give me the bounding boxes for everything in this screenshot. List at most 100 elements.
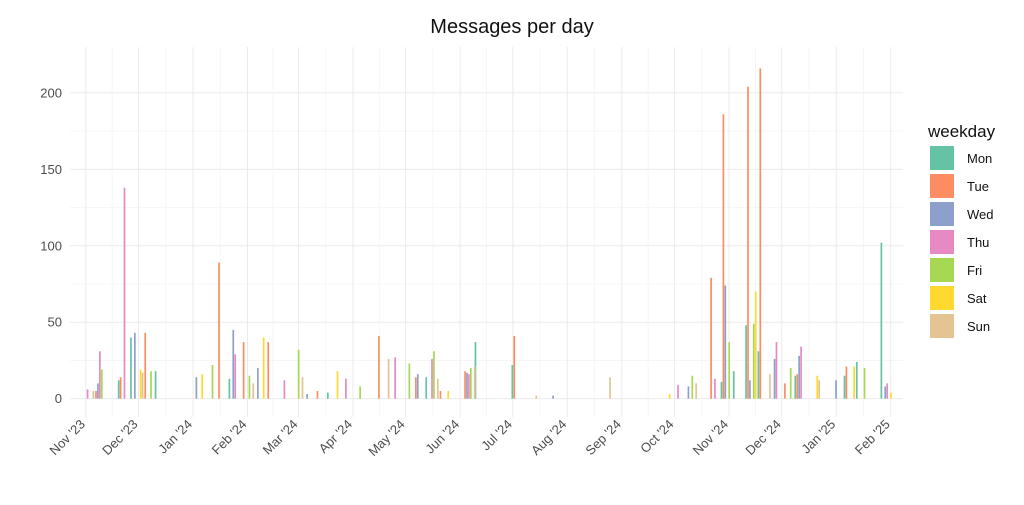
bar-thu: [775, 342, 778, 399]
bar-thu: [123, 187, 126, 399]
bar-wed: [257, 368, 259, 399]
x-tick-label: Apr '24: [316, 417, 355, 456]
bar-tue: [710, 277, 712, 399]
bar-wed: [835, 380, 837, 399]
bar-tue: [784, 383, 786, 399]
bar-tue: [722, 114, 725, 399]
bar-wed: [97, 383, 99, 399]
legend-key-sat: [930, 286, 954, 310]
bar-thu: [714, 378, 716, 399]
legend-label-tue: Tue: [967, 179, 989, 194]
bar-tue: [218, 262, 220, 399]
bar-thu: [394, 357, 396, 399]
bar-sun: [769, 374, 771, 399]
bar-sun: [301, 377, 304, 399]
x-tick-label: Jan '25: [798, 417, 838, 457]
legend: weekday Mon Tue Wed Thu Fri Sat Sun: [927, 122, 996, 338]
bar-sat: [139, 369, 142, 399]
bar-thu: [886, 383, 889, 399]
bar-sat: [816, 375, 819, 399]
bar-tue: [144, 332, 147, 399]
bar-wed: [416, 374, 419, 399]
chart-title: Messages per day: [430, 16, 593, 38]
bar-mon: [228, 378, 231, 399]
legend-label-wed: Wed: [967, 207, 994, 222]
bar-thu: [431, 358, 433, 399]
x-tick-label: Dec '24: [742, 417, 783, 458]
bar-tue: [316, 391, 319, 399]
x-tick-label: Jan '24: [155, 417, 195, 457]
bar-sun: [92, 391, 95, 399]
bar-tue: [513, 335, 516, 399]
x-tick-label: Dec '23: [99, 417, 140, 458]
bar-mon: [732, 371, 735, 399]
bar-fri: [248, 375, 251, 399]
bar-wed: [773, 358, 776, 399]
bar-tue: [796, 374, 799, 399]
bar-sun: [695, 383, 698, 399]
bar-wed: [306, 394, 308, 399]
bar-mon: [130, 337, 132, 399]
bar-mon: [843, 375, 846, 399]
y-tick-label: 50: [48, 315, 62, 330]
legend-label-fri: Fri: [967, 263, 982, 278]
bar-sat: [262, 337, 265, 399]
bar-tue: [759, 68, 762, 399]
bar-tue: [845, 366, 848, 399]
bar-sat: [336, 371, 339, 399]
bar-tue: [378, 335, 380, 399]
bar-tue: [95, 391, 97, 399]
bar-sun: [609, 377, 611, 399]
bar-tue: [747, 86, 749, 399]
bar-sun: [436, 378, 439, 399]
bar-wed: [687, 386, 690, 399]
bar-fri: [470, 368, 472, 399]
y-tick-label: 150: [40, 162, 62, 177]
bar-mon: [117, 380, 120, 399]
y-tick-label: 200: [40, 85, 62, 100]
x-tick-label: Feb '24: [209, 417, 250, 458]
bar-fri: [359, 386, 361, 399]
bar-wed: [466, 372, 468, 399]
x-tick-label: Oct '24: [637, 417, 676, 456]
y-tick-label: 0: [55, 391, 62, 406]
x-axis: Nov '23 Dec '23 Jan '24 Feb '24 Mar '24 Apr '…: [46, 417, 892, 460]
bar-tue: [415, 377, 417, 399]
bar-sat: [668, 394, 671, 399]
bar-tue: [464, 371, 466, 399]
bar-fri: [433, 351, 435, 399]
bar-mon: [511, 365, 514, 399]
bar-wed: [749, 380, 751, 399]
legend-label-sun: Sun: [967, 319, 990, 334]
x-tick-label: Mar '24: [260, 417, 301, 458]
bar-sun: [818, 380, 821, 399]
bar-sat: [853, 366, 855, 399]
bar-thu: [86, 389, 89, 399]
bar-mon: [326, 392, 329, 399]
bar-sun: [387, 358, 390, 399]
bar-mon: [745, 325, 747, 399]
bar-thu: [345, 378, 347, 399]
bar-wed: [884, 386, 887, 399]
legend-key-fri: [930, 258, 954, 282]
legend-title: weekday: [927, 122, 996, 141]
bar-mon: [720, 381, 723, 399]
bar-thu: [677, 384, 679, 399]
bar-sat: [890, 392, 892, 399]
x-tick-label: Feb '25: [852, 417, 893, 458]
x-tick-label: Sep '24: [582, 417, 623, 458]
bar-wed: [232, 329, 235, 399]
legend-key-wed: [930, 202, 954, 226]
bar-thu: [283, 380, 286, 399]
bar-fri: [408, 363, 411, 399]
bar-fri: [789, 368, 792, 399]
bar-fri: [863, 368, 866, 399]
x-tick-label: Jun '24: [422, 417, 462, 457]
legend-label-sat: Sat: [967, 291, 987, 306]
bar-sun: [252, 383, 255, 399]
bar-sun: [473, 366, 476, 399]
legend-key-sun: [930, 314, 954, 338]
bar-fri: [297, 349, 300, 399]
legend-key-mon: [930, 146, 954, 170]
